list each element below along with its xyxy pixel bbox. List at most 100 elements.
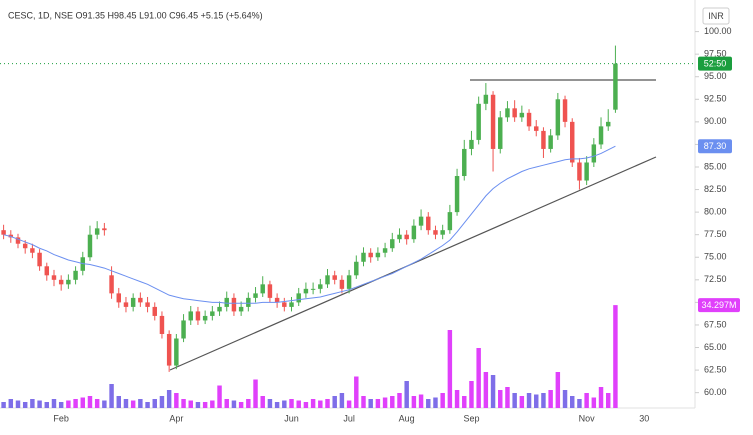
header: CESC, 1D, NSE O91.35 H98.45 L91.00 C96.4…: [8, 10, 263, 20]
y-tick-label: 75.00: [704, 252, 727, 262]
volume-bar: [426, 399, 431, 408]
volume-bar: [58, 402, 64, 408]
candle-body: [102, 228, 107, 231]
volume-bar: [390, 396, 395, 408]
volume-bar: [498, 390, 503, 408]
candle-body: [375, 252, 381, 258]
price-layer: [0, 45, 695, 372]
volume-bar: [318, 400, 323, 408]
candle-body: [73, 270, 78, 280]
candle-body: [267, 284, 273, 298]
volume-bar: [541, 393, 546, 408]
candle-body: [1, 230, 6, 235]
volume-bar: [339, 393, 345, 408]
volume-bar: [210, 400, 215, 408]
candle-body: [202, 315, 208, 321]
candle-body: [346, 275, 352, 289]
volume-layer: [1, 305, 618, 408]
candle-body: [519, 112, 525, 118]
candle-body: [87, 234, 93, 258]
volume-bar: [238, 402, 244, 408]
candle-body: [526, 112, 532, 127]
price-badge-bg: [698, 56, 732, 71]
axis-layer: 60.0062.5065.0067.5070.0072.5075.0077.50…: [53, 26, 740, 423]
volume-bar: [202, 402, 208, 408]
candle-body: [123, 302, 129, 307]
y-tick-label: 95.00: [704, 71, 727, 81]
candle-body: [440, 230, 445, 235]
candle-body: [418, 216, 424, 226]
volume-bar: [1, 402, 6, 408]
volume-bar: [87, 396, 93, 408]
volume-bar: [505, 387, 510, 408]
y-tick-label: 90.00: [704, 116, 727, 126]
candle-body: [30, 248, 35, 253]
candle-body: [541, 130, 546, 149]
volume-bar: [109, 384, 114, 408]
x-tick-label: Nov: [579, 413, 596, 423]
y-tick-label: 65.00: [704, 342, 727, 352]
volume-bar: [44, 402, 50, 408]
volume-bar: [534, 394, 539, 408]
volume-bar: [159, 396, 165, 408]
volume-bar: [138, 399, 143, 408]
x-tick-label: Aug: [399, 413, 415, 423]
candle-body: [591, 144, 597, 163]
candle-body: [512, 108, 517, 118]
volume-bar: [325, 399, 330, 408]
candle-body: [109, 275, 114, 294]
volume-bar: [476, 348, 481, 408]
volume-bar: [267, 399, 273, 408]
x-tick-label: Jul: [343, 413, 355, 423]
volume-bar: [80, 397, 86, 408]
candle-body: [181, 320, 186, 339]
volume-bar: [368, 399, 373, 408]
candle-body: [598, 126, 604, 145]
y-tick-label: 67.50: [704, 319, 727, 329]
volume-bar: [231, 400, 237, 408]
candle-body: [354, 261, 359, 276]
candle-body: [145, 302, 150, 307]
volume-bar: [30, 399, 35, 408]
volume-bar: [8, 399, 14, 408]
candle-body: [224, 297, 229, 307]
candle-body: [361, 252, 366, 262]
candle-body: [152, 306, 157, 316]
moving-average: [3, 145, 616, 304]
candle-body: [22, 243, 28, 249]
x-tick-label: Sep: [463, 413, 479, 423]
volume-bar: [217, 385, 222, 408]
candle-body: [548, 135, 553, 149]
volume-bar: [274, 402, 280, 408]
volume-bar: [188, 400, 193, 408]
volume-bar: [246, 399, 251, 408]
candle-body: [238, 306, 244, 312]
volume-bar: [577, 399, 582, 408]
volume-bar: [555, 372, 561, 408]
volume-bar: [253, 379, 258, 408]
volume-bar: [447, 330, 453, 408]
candle-body: [382, 248, 388, 253]
volume-bar: [102, 400, 107, 408]
candle-body: [498, 117, 503, 149]
candle-body: [253, 293, 258, 298]
x-tick-label: Jun: [284, 413, 299, 423]
y-tick-label: 82.50: [704, 184, 727, 194]
volume-bar: [591, 397, 597, 408]
y-tick-label: 100.00: [704, 26, 732, 36]
volume-bar: [490, 375, 496, 408]
candle-body: [94, 228, 100, 235]
volume-bar: [310, 399, 316, 408]
y-tick-label: 60.00: [704, 387, 727, 397]
candle-body: [562, 99, 568, 122]
candle-body: [15, 237, 21, 244]
y-tick-label: 72.50: [704, 274, 727, 284]
volume-bar: [519, 396, 525, 408]
volume-bar: [174, 393, 179, 408]
candle-body: [404, 234, 409, 240]
volume-bar: [346, 400, 352, 408]
candle-body: [210, 311, 215, 316]
candle-body: [138, 297, 143, 303]
candle-body: [411, 225, 417, 240]
y-tick-label: 85.00: [704, 161, 727, 171]
